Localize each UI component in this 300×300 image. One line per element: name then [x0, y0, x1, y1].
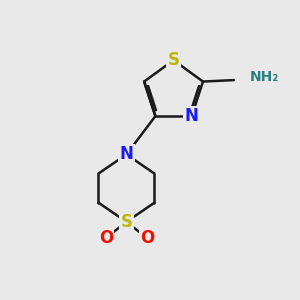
Text: NH₂: NH₂	[250, 70, 279, 84]
Text: N: N	[185, 107, 199, 125]
Text: N: N	[119, 146, 134, 164]
Text: S: S	[168, 51, 180, 69]
Text: O: O	[140, 229, 154, 247]
Text: O: O	[99, 229, 113, 247]
Text: S: S	[120, 213, 132, 231]
